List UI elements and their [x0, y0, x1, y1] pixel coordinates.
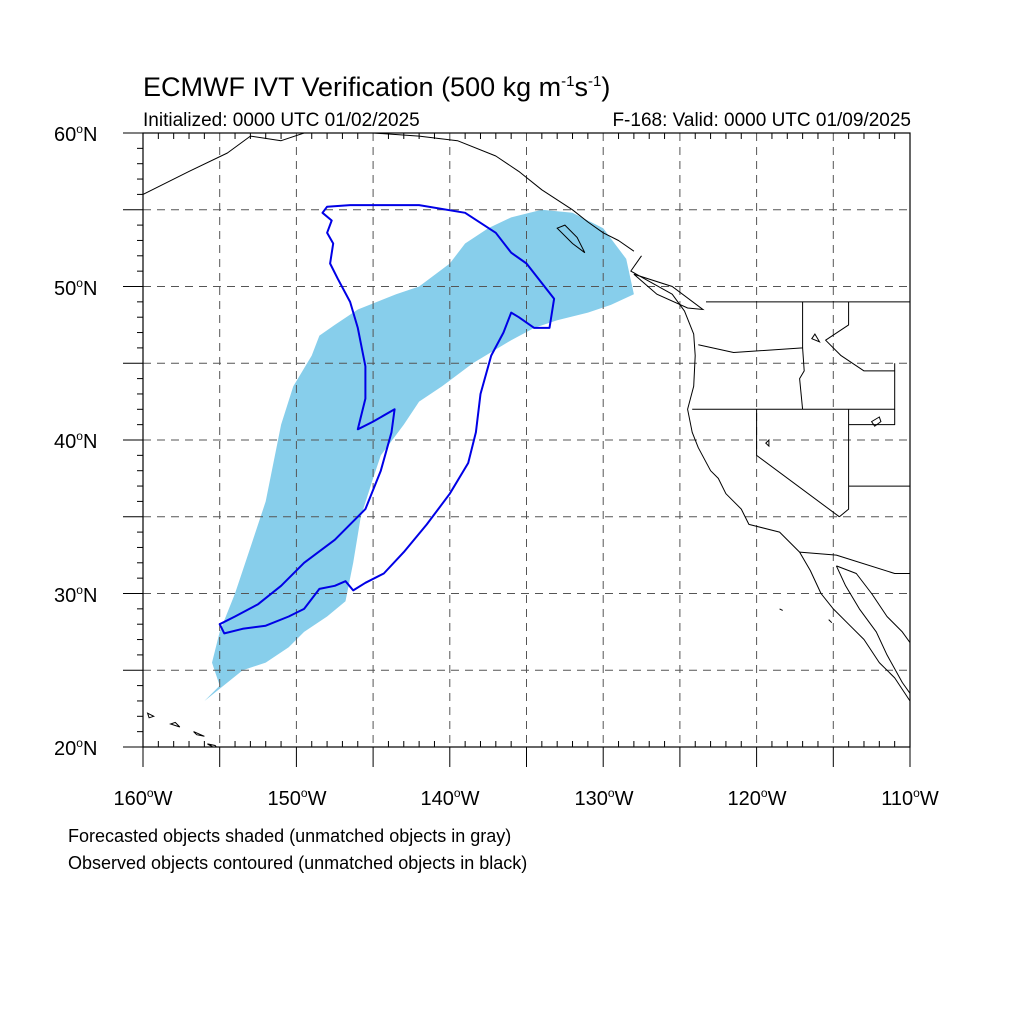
title-exponent-2: -1 [587, 73, 602, 90]
initialized-time: Initialized: 0000 UTC 01/02/2025 [143, 110, 420, 131]
valid-time: F-168: Valid: 0000 UTC 01/09/2025 [612, 110, 911, 131]
lon-label-150: 150oW [267, 786, 327, 810]
state-border [848, 363, 896, 426]
lon-label-130: 130oW [574, 786, 634, 810]
lake-outline [811, 333, 821, 343]
lat-label-60: 60oN [54, 122, 98, 146]
coastline-mexico-mainland [836, 565, 910, 643]
island-outline [207, 743, 218, 747]
lon-label-110: 110oW [881, 786, 939, 810]
island-outline [779, 608, 783, 611]
island-outline [193, 731, 205, 737]
forecast-object-shaded [204, 209, 634, 702]
island-outline [146, 712, 156, 719]
state-border [825, 301, 895, 372]
island-outline [169, 721, 181, 728]
lat-label-40: 40oN [54, 429, 98, 453]
lat-label-20: 20oN [54, 736, 98, 760]
state-border [756, 409, 840, 518]
island-outline [870, 416, 882, 427]
grid-layer [143, 133, 910, 747]
island-outline [556, 224, 586, 254]
state-border [698, 301, 804, 353]
lon-label-120: 120oW [727, 786, 787, 810]
coastline-west-coast [630, 255, 910, 702]
coastline-layer [143, 133, 910, 747]
observed-layer [218, 204, 556, 635]
title-unit-s: s [574, 72, 588, 102]
title-text: ECMWF IVT Verification (500 kg m [143, 72, 562, 102]
state-border [799, 347, 805, 410]
lon-label-160: 160oW [113, 786, 173, 810]
lon-label-140: 140oW [420, 786, 480, 810]
map-title: ECMWF IVT Verification (500 kg m-1s-1) [143, 72, 610, 103]
state-border [799, 551, 910, 574]
island-outline [633, 273, 705, 311]
coastline-alaska-bc [143, 133, 635, 252]
legend-observed-note: Observed objects contoured (unmatched ob… [68, 853, 528, 873]
title-exponent-1: -1 [561, 73, 575, 90]
lake-outline [765, 438, 770, 448]
lat-label-30: 30oN [54, 583, 98, 607]
title-close-paren: ) [601, 72, 611, 102]
lat-label-50: 50oN [54, 276, 98, 300]
forecast-layer [204, 209, 634, 702]
observed-object-contour [218, 204, 556, 635]
tick-layer [123, 132, 911, 767]
legend-forecast-note: Forecasted objects shaded (unmatched obj… [68, 826, 512, 846]
state-border [839, 409, 850, 518]
coastline-baja-gulf [835, 565, 910, 694]
island-outline [828, 619, 833, 624]
